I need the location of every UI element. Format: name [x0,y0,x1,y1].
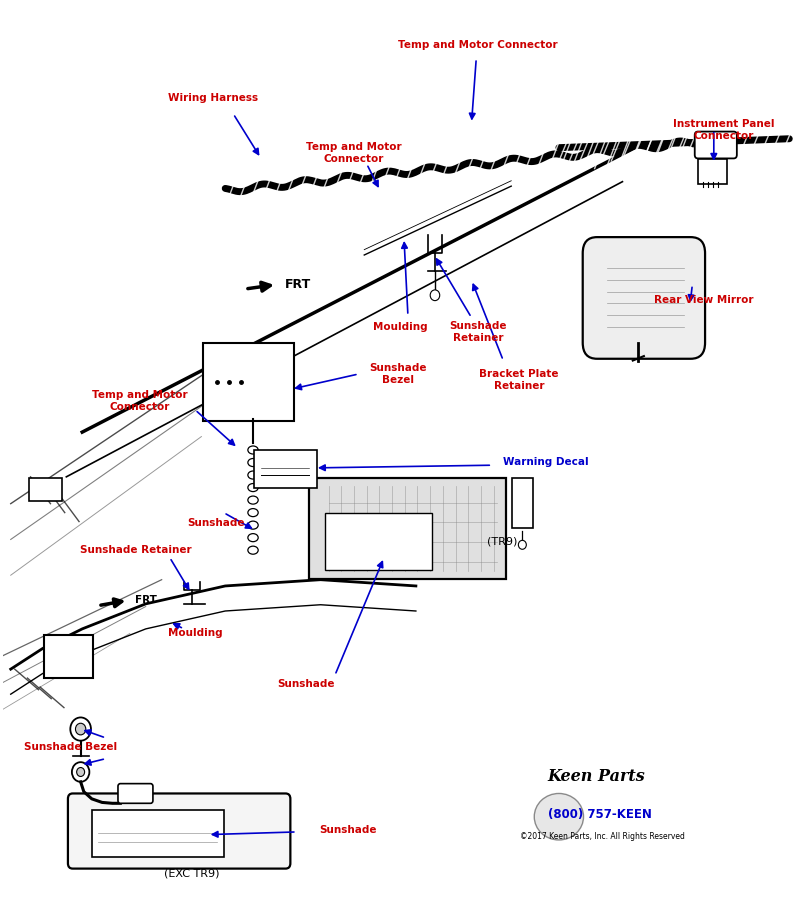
FancyBboxPatch shape [698,159,726,184]
Text: Sunshade: Sunshade [319,825,377,835]
Text: FRT: FRT [285,278,311,291]
Text: (EXC TR9): (EXC TR9) [164,869,220,879]
FancyBboxPatch shape [44,635,93,678]
Text: ©2017 Keen Parts, Inc. All Rights Reserved: ©2017 Keen Parts, Inc. All Rights Reserv… [520,832,685,841]
Text: Warning Decal: Warning Decal [503,456,589,466]
Ellipse shape [248,521,258,529]
Text: Sunshade
Retainer: Sunshade Retainer [449,321,506,343]
FancyBboxPatch shape [694,131,737,158]
Ellipse shape [534,794,583,840]
Ellipse shape [518,540,526,549]
FancyBboxPatch shape [512,478,534,527]
Text: Keen Parts: Keen Parts [547,768,645,785]
Text: Bracket Plate
Retainer: Bracket Plate Retainer [479,369,559,391]
Ellipse shape [248,483,258,491]
Text: Sunshade Retainer: Sunshade Retainer [81,545,192,555]
Text: FRT: FRT [135,595,158,606]
FancyBboxPatch shape [326,513,432,570]
Text: Sunshade
Bezel: Sunshade Bezel [370,364,427,385]
Ellipse shape [248,471,258,479]
Text: Moulding: Moulding [373,321,427,331]
Text: Wiring Harness: Wiring Harness [168,94,258,104]
FancyBboxPatch shape [68,794,290,868]
FancyBboxPatch shape [254,450,317,488]
Ellipse shape [75,724,86,735]
Text: (TR9): (TR9) [486,536,517,546]
Ellipse shape [72,762,90,782]
FancyBboxPatch shape [310,478,506,579]
Text: Moulding: Moulding [168,628,222,638]
Text: Sunshade: Sunshade [278,680,335,689]
Ellipse shape [248,546,258,554]
FancyBboxPatch shape [118,784,153,804]
FancyBboxPatch shape [92,811,224,857]
Ellipse shape [248,496,258,504]
Text: Temp and Motor Connector: Temp and Motor Connector [398,40,558,50]
Text: Temp and Motor
Connector: Temp and Motor Connector [92,390,187,411]
Text: Sunshade: Sunshade [187,518,245,528]
FancyBboxPatch shape [203,343,294,421]
Ellipse shape [70,717,91,741]
Ellipse shape [430,290,440,301]
Ellipse shape [248,534,258,542]
Text: (800) 757-KEEN: (800) 757-KEEN [548,808,652,822]
Text: Sunshade Bezel: Sunshade Bezel [24,742,117,752]
Text: Rear View Mirror: Rear View Mirror [654,294,754,305]
Ellipse shape [248,446,258,454]
Ellipse shape [77,768,85,777]
FancyBboxPatch shape [582,237,705,359]
Ellipse shape [248,458,258,466]
FancyBboxPatch shape [29,478,62,501]
Ellipse shape [248,508,258,517]
Text: Instrument Panel
Connector: Instrument Panel Connector [674,119,775,140]
Text: Temp and Motor
Connector: Temp and Motor Connector [306,142,402,164]
